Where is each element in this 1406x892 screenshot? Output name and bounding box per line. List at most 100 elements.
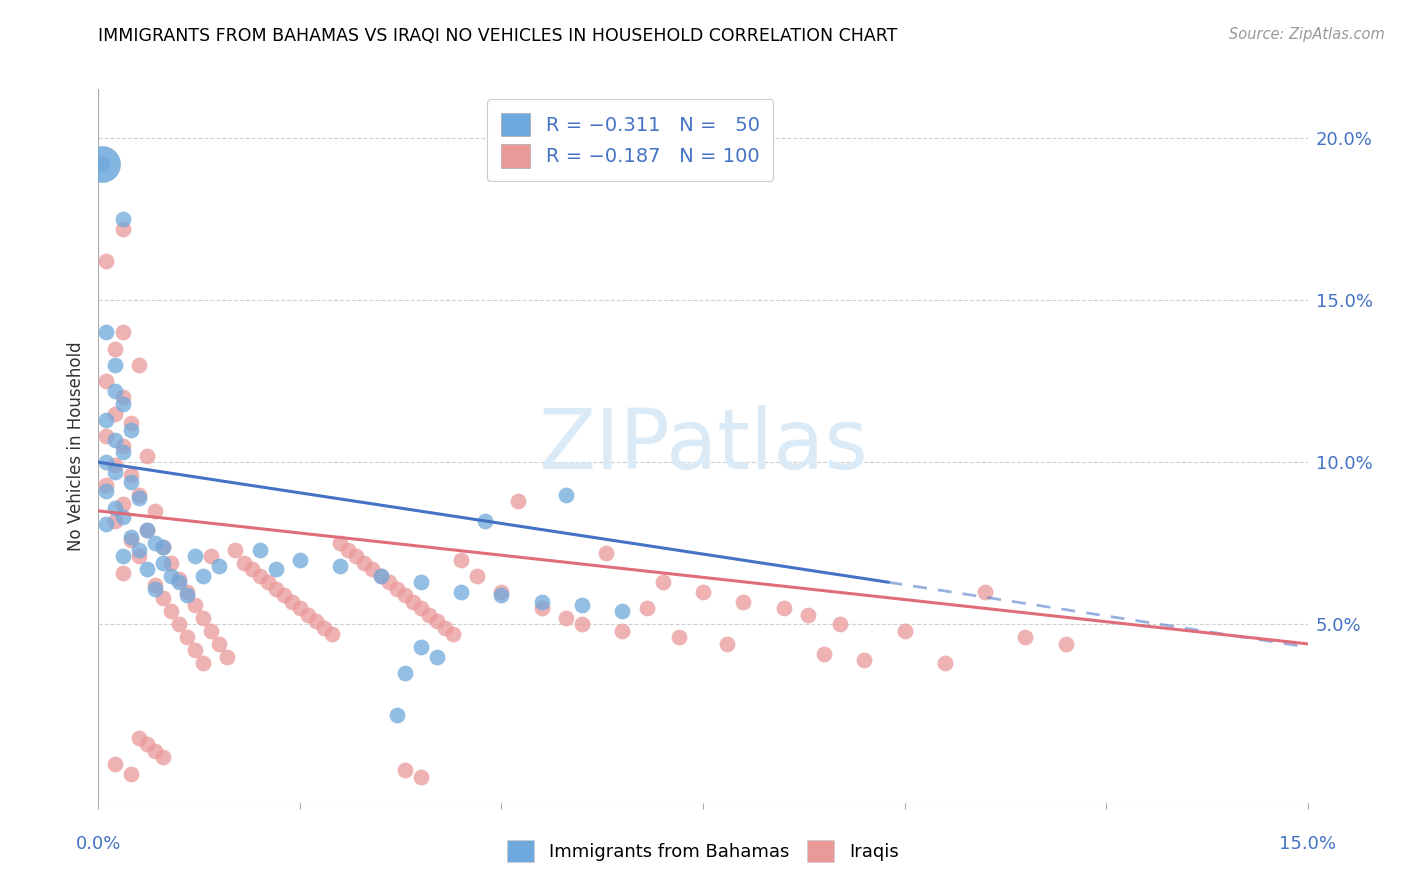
Point [176,588,198,602]
Point [120,530,142,544]
Point [143,744,166,758]
Text: Source: ZipAtlas.com: Source: ZipAtlas.com [1229,27,1385,42]
Point [111,566,134,580]
Point [128,542,150,557]
Point [232,556,254,570]
Point [474,514,496,528]
Point [344,549,367,564]
Point [120,533,142,547]
Point [103,342,125,356]
Point [167,575,190,590]
Point [288,601,311,615]
Point [193,611,215,625]
Point [160,556,183,570]
Point [143,578,166,592]
Point [281,595,304,609]
Point [377,575,399,590]
Point [96,478,118,492]
Point [193,568,215,582]
Point [200,549,222,564]
Point [152,591,174,606]
Point [249,568,271,582]
Point [111,397,134,411]
Point [152,750,174,764]
Text: IMMIGRANTS FROM BAHAMAS VS IRAQI NO VEHICLES IN HOUSEHOLD CORRELATION CHART: IMMIGRANTS FROM BAHAMAS VS IRAQI NO VEHI… [98,27,898,45]
Legend: Immigrants from Bahamas, Iraqis: Immigrants from Bahamas, Iraqis [501,833,905,870]
Point [530,595,553,609]
Point [491,585,513,599]
Point [143,536,166,550]
Point [716,637,738,651]
Point [612,604,634,618]
Text: 0.0%: 0.0% [76,835,121,854]
Point [370,568,392,582]
Point [200,624,222,638]
Point [1054,637,1077,651]
Point [361,562,384,576]
Point [143,582,166,596]
Point [120,766,142,780]
Point [297,607,319,622]
Point [111,211,134,226]
Point [135,524,157,538]
Point [103,407,125,421]
Point [394,588,416,602]
Point [402,595,425,609]
Point [329,536,352,550]
Point [128,549,150,564]
Point [409,640,432,654]
Point [103,514,125,528]
Point [409,601,432,615]
Point [111,510,134,524]
Point [135,738,157,752]
Point [120,423,142,437]
Point [103,756,125,771]
Point [450,552,472,566]
Point [893,624,915,638]
Point [450,585,472,599]
Point [571,598,593,612]
Point [96,413,118,427]
Point [217,649,239,664]
Point [264,582,287,596]
Point [103,458,125,473]
Point [111,390,134,404]
Point [249,542,271,557]
Point [96,254,118,268]
Point [1014,631,1036,645]
Point [96,516,118,531]
Point [184,598,207,612]
Point [184,643,207,657]
Point [103,358,125,372]
Point [506,494,529,508]
Point [135,524,157,538]
Point [240,562,263,576]
Point [160,604,183,618]
Point [91,157,114,171]
Point [103,384,125,398]
Point [96,429,118,443]
Point [96,374,118,388]
Point [394,666,416,681]
Text: 15.0%: 15.0% [1279,835,1336,854]
Point [465,568,488,582]
Point [571,617,593,632]
Point [167,617,190,632]
Point [934,657,956,671]
Point [668,631,690,645]
Point [224,542,246,557]
Point [120,475,142,489]
Point [651,575,673,590]
Point [208,637,231,651]
Legend: R = −0.311   N =   50, R = −0.187   N = 100: R = −0.311 N = 50, R = −0.187 N = 100 [488,99,773,181]
Point [733,595,755,609]
Point [193,657,215,671]
Point [797,607,820,622]
Point [305,614,328,628]
Point [813,647,835,661]
Point [96,326,118,340]
Point [176,585,198,599]
Point [152,540,174,554]
Point [329,559,352,574]
Point [530,601,553,615]
